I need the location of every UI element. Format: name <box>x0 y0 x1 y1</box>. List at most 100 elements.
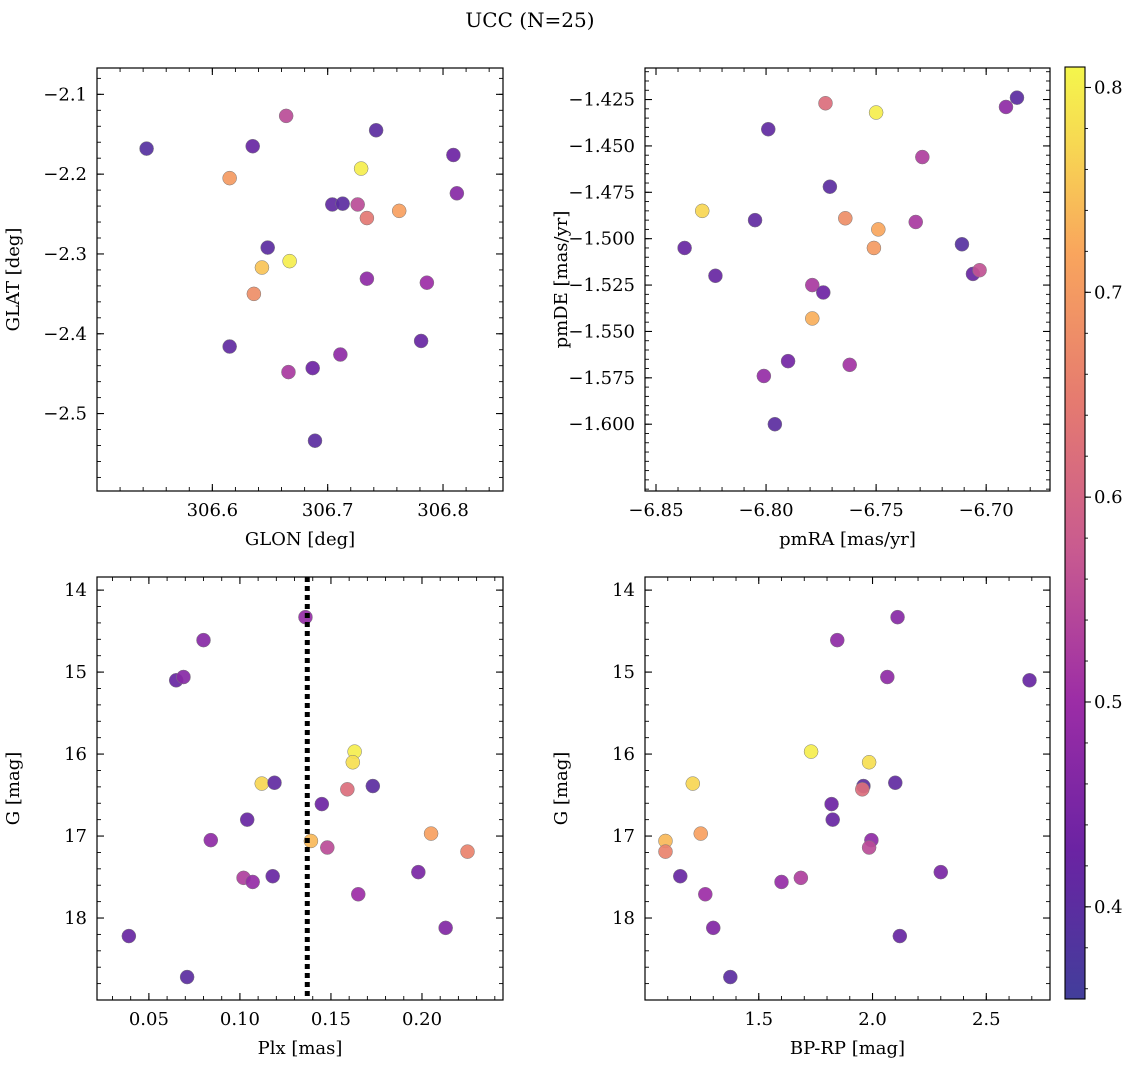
x-axis-label: BP-RP [mag] <box>790 1038 905 1059</box>
scatter-point <box>350 197 365 212</box>
scatter-point <box>260 240 275 255</box>
y-tick-label: −1.525 <box>568 275 635 296</box>
y-tick-label: 14 <box>64 580 87 601</box>
scatter-point <box>1022 673 1037 688</box>
scatter-point <box>747 212 763 228</box>
x-tick-label: −6.70 <box>959 500 1014 521</box>
scatter-point <box>933 864 949 880</box>
x-tick-label: −6.80 <box>738 500 793 521</box>
scatter-point <box>805 311 820 326</box>
x-tick-label: 0.10 <box>220 1009 260 1030</box>
scatter-point <box>368 123 384 138</box>
scatter-point <box>825 812 840 827</box>
scatter-point <box>774 874 789 890</box>
x-tick-label: 0.15 <box>311 1009 351 1030</box>
colorbar-frame <box>1064 66 1086 1000</box>
scatter-point <box>972 262 987 278</box>
scatter-point <box>121 928 137 944</box>
scatter-point <box>449 186 465 201</box>
scatter-point <box>698 887 713 902</box>
scatter-point <box>822 179 838 194</box>
panel-top-right: −6.85 −6.80 −6.75 −6.70 −1.425 −1.450 −1.475 −1… <box>551 67 1051 550</box>
scatter-point <box>842 357 857 373</box>
axes-frame <box>644 576 1051 1001</box>
scatter-point <box>761 121 776 137</box>
y-tick-label: 17 <box>64 826 87 847</box>
scatter-point <box>245 874 260 890</box>
y-tick-label: −1.500 <box>568 229 635 250</box>
x-tick-label: 0.20 <box>402 1009 442 1030</box>
scatter-point <box>203 832 219 848</box>
y-tick-label: −2.3 <box>43 244 87 265</box>
scatter-point <box>303 833 319 849</box>
x-tick-label: −6.75 <box>849 500 904 521</box>
scatter-point <box>861 755 877 770</box>
scatter-point <box>351 887 366 902</box>
scatter-point <box>723 969 738 985</box>
scatter-point <box>333 347 348 362</box>
scatter-point <box>793 870 809 886</box>
scatter-point <box>413 333 429 349</box>
scatter-point <box>307 433 323 448</box>
scatter-point <box>685 776 701 791</box>
scatter-point <box>861 840 877 855</box>
scatter-point <box>359 210 375 226</box>
scatter-point <box>281 364 296 380</box>
scatter-point <box>196 632 211 648</box>
scatter-point <box>320 840 335 855</box>
scatter-point <box>915 149 930 165</box>
y-tick-label: 16 <box>64 744 87 765</box>
y-tick-label: 17 <box>612 826 635 847</box>
scatter-point <box>673 868 688 884</box>
scatter-point <box>756 368 772 384</box>
scatter-point <box>438 920 453 936</box>
scatter-point <box>411 864 426 880</box>
colorbar-tick-label: 0.7 <box>1094 282 1123 303</box>
colorbar-gradient <box>1065 67 1085 999</box>
scatter-point <box>391 203 407 219</box>
scatter-point <box>838 211 853 226</box>
scatter-point <box>359 271 375 286</box>
scatter-point <box>446 147 461 163</box>
scatter-point <box>460 844 475 859</box>
scatter-point <box>239 812 255 827</box>
scatter-point <box>254 260 270 275</box>
y-tick-label: −1.425 <box>568 90 635 111</box>
panel-bottom-left: 0.05 0.10 0.15 0.20 14 15 16 17 18 Plx [mas] G [ma… <box>3 576 504 1059</box>
scatter-point <box>805 277 820 293</box>
scatter-point <box>179 969 195 985</box>
scatter-point <box>767 416 783 432</box>
y-tick-label: −1.450 <box>568 136 635 157</box>
scatter-point <box>267 775 282 791</box>
colorbar-tick-label: 0.4 <box>1094 897 1123 918</box>
axes-frame <box>96 67 504 492</box>
y-tick-label: −2.1 <box>43 84 87 105</box>
scatter-point <box>871 222 886 237</box>
colorbar-tick-label: 0.5 <box>1094 692 1123 713</box>
scatter-point <box>246 286 262 302</box>
scatter-point <box>677 240 692 256</box>
x-axis-label: pmRA [mas/yr] <box>779 529 916 550</box>
y-tick-label: 15 <box>64 662 87 683</box>
scatter-point <box>998 99 1014 115</box>
scatter-point <box>830 632 845 648</box>
axes-frame <box>96 576 504 1001</box>
scatter-point <box>706 920 721 936</box>
scatter-point <box>892 928 908 944</box>
y-tick-label: −2.2 <box>43 164 87 185</box>
scatter-point <box>890 609 905 625</box>
scatter-point <box>254 776 270 791</box>
figure-title: UCC (N=25) <box>465 8 594 32</box>
scatter-point <box>880 669 895 685</box>
x-tick-label: 306.6 <box>187 500 239 521</box>
y-tick-label: 15 <box>612 662 635 683</box>
y-tick-label: 18 <box>612 908 635 929</box>
scatter-point <box>335 196 350 211</box>
scatter-point <box>314 796 330 812</box>
x-tick-label: 0.05 <box>129 1009 169 1030</box>
scatter-point <box>222 339 237 354</box>
scatter-point <box>824 796 839 812</box>
scatter-point <box>278 108 294 124</box>
scatter-point <box>694 203 710 219</box>
y-tick-label: 18 <box>64 908 87 929</box>
